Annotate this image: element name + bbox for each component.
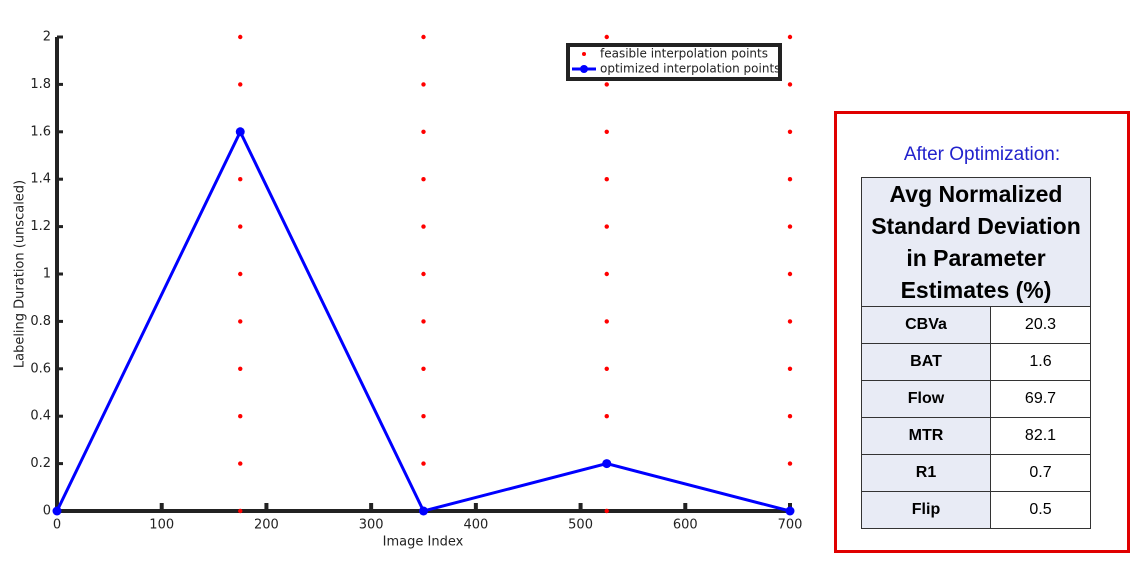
y-tick-label: 1.2 [30, 219, 51, 234]
point [238, 366, 243, 371]
point [421, 129, 426, 134]
point [238, 414, 243, 419]
legend-marker [582, 52, 586, 56]
point [604, 82, 609, 87]
point [238, 271, 243, 277]
x-tick-label: 600 [673, 518, 698, 533]
legend-marker [580, 65, 588, 73]
value-cell: 0.7 [990, 454, 1091, 492]
line-marker [52, 506, 62, 516]
y-tick-label: 2 [43, 30, 51, 45]
table-row: CBVa 20.3 [861, 306, 1091, 344]
y-tick-label: 1 [43, 267, 51, 282]
x-axis-label: Image Index [383, 535, 464, 550]
point [787, 271, 793, 277]
point [787, 82, 793, 87]
point [238, 319, 243, 324]
line-marker [419, 506, 428, 516]
parameter-cell: MTR [861, 417, 991, 455]
point [787, 177, 793, 182]
table-row: Flow 69.7 [861, 380, 1091, 418]
value-cell: 1.6 [990, 343, 1091, 381]
results-table: Avg Normalized Standard Deviation in Par… [861, 177, 1091, 529]
table-header: Avg Normalized Standard Deviation in Par… [861, 177, 1091, 307]
point [604, 414, 609, 419]
parameter-cell: R1 [861, 454, 991, 492]
point [421, 224, 426, 229]
legend-label: optimized interpolation points [600, 62, 780, 76]
value-cell: 0.5 [990, 491, 1091, 529]
x-tick-label: 100 [149, 518, 174, 533]
point [604, 271, 609, 277]
table-row: Flip 0.5 [861, 491, 1091, 529]
point [238, 224, 243, 229]
legend-label: feasible interpolation points [600, 47, 768, 61]
x-tick-label: 500 [568, 518, 593, 533]
table-row: BAT 1.6 [861, 343, 1091, 381]
value-cell: 82.1 [990, 417, 1091, 455]
y-tick-label: 0 [43, 504, 51, 519]
y-tick-label: 0.8 [30, 314, 51, 329]
point [238, 34, 243, 40]
point [238, 461, 243, 466]
point [787, 34, 793, 40]
table-row: MTR 82.1 [861, 417, 1091, 455]
value-cell: 20.3 [990, 306, 1091, 344]
point [604, 129, 609, 134]
value-cell: 69.7 [990, 380, 1091, 418]
point [421, 271, 426, 277]
point [787, 319, 793, 324]
point [421, 366, 426, 371]
point [421, 319, 426, 324]
x-tick-label: 0 [53, 518, 61, 533]
point [787, 224, 793, 229]
parameter-cell: Flip [861, 491, 991, 529]
point [604, 224, 609, 229]
legend-box [566, 43, 782, 81]
y-tick-label: 1.8 [30, 77, 51, 92]
line-marker [785, 506, 795, 516]
point [787, 366, 793, 371]
point [421, 177, 426, 182]
point [604, 319, 609, 324]
parameter-cell: BAT [861, 343, 991, 381]
panel-title: After Optimization: [903, 144, 1061, 165]
results-panel: After Optimization: Avg Normalized Stand… [834, 111, 1130, 553]
line-marker [235, 127, 245, 137]
point [787, 461, 793, 466]
y-tick-label: 1.6 [30, 124, 51, 139]
point [238, 177, 243, 182]
line-marker [602, 459, 612, 469]
point [787, 129, 793, 134]
y-tick-label: 1.4 [30, 172, 51, 187]
x-tick-label: 200 [254, 518, 279, 533]
point [421, 414, 426, 419]
table-row: R1 0.7 [861, 454, 1091, 492]
x-tick-label: 700 [778, 518, 803, 533]
point [604, 366, 609, 371]
x-tick-label: 400 [463, 518, 488, 533]
point [421, 34, 426, 40]
y-tick-label: 0.2 [30, 456, 51, 471]
parameter-cell: Flow [861, 380, 991, 418]
point [604, 34, 609, 40]
point [238, 82, 243, 87]
x-tick-label: 300 [359, 518, 384, 533]
point [421, 461, 426, 466]
point [238, 508, 243, 514]
y-tick-label: 0.4 [30, 409, 51, 424]
parameter-cell: CBVa [861, 306, 991, 344]
y-tick-label: 0.6 [30, 361, 51, 376]
y-axis-label: Labeling Duration (unscaled) [13, 180, 28, 368]
point [604, 508, 609, 514]
point [421, 82, 426, 87]
point [604, 177, 609, 182]
point [787, 414, 793, 419]
chart: Image Index Labeling Duration (unscaled)… [13, 30, 803, 550]
